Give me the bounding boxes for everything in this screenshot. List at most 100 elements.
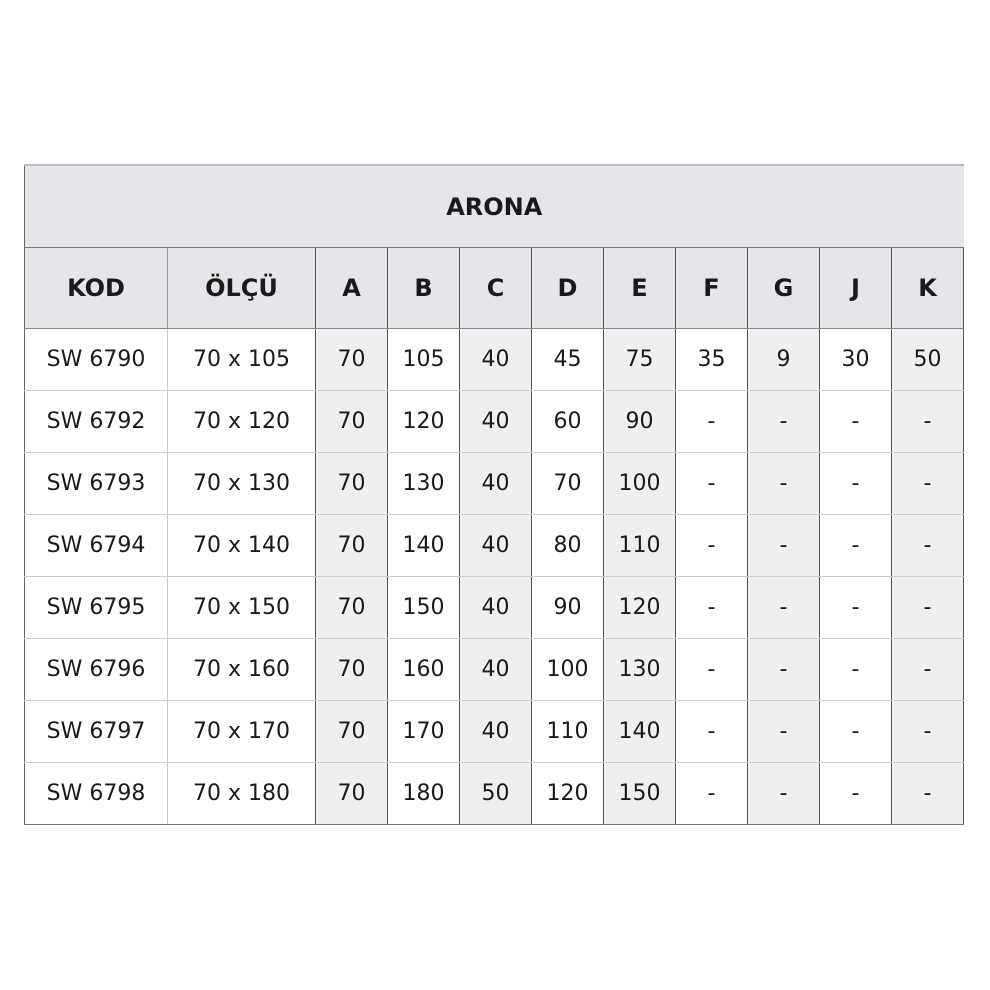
table-cell: 105 bbox=[387, 328, 460, 391]
table-cell: - bbox=[891, 452, 965, 515]
column-header: A bbox=[315, 247, 388, 329]
table-cell: 90 bbox=[531, 576, 604, 639]
table-cell: 70 bbox=[531, 452, 604, 515]
table-cell: 45 bbox=[531, 328, 604, 391]
table-cell: 130 bbox=[603, 638, 676, 701]
table-cell: 180 bbox=[387, 762, 460, 825]
table-cell: 70 bbox=[315, 700, 388, 763]
table-cell: - bbox=[747, 452, 820, 515]
table-row: SW 6794 70 x 140 70 140 40 80 110- - - - bbox=[24, 514, 965, 577]
table-cell: 50 bbox=[891, 328, 965, 391]
table-cell: 170 bbox=[387, 700, 460, 763]
table-cell: 40 bbox=[459, 576, 532, 639]
table-cell: 70 x 170 bbox=[167, 700, 316, 763]
table-cell: 30 bbox=[819, 328, 892, 391]
table-cell: 110 bbox=[603, 514, 676, 577]
column-header: KOD bbox=[24, 247, 168, 329]
table-cell: 120 bbox=[531, 762, 604, 825]
table-cell: - bbox=[819, 762, 892, 825]
table-cell: - bbox=[747, 762, 820, 825]
table-cell: SW 6798 bbox=[24, 762, 168, 825]
table-cell: 70 x 105 bbox=[167, 328, 316, 391]
table-cell: 70 bbox=[315, 638, 388, 701]
column-header: F bbox=[675, 247, 748, 329]
table-cell: 140 bbox=[387, 514, 460, 577]
table-cell: 70 x 150 bbox=[167, 576, 316, 639]
table-cell: - bbox=[675, 452, 748, 515]
column-header: K bbox=[891, 247, 965, 329]
table-cell: 40 bbox=[459, 328, 532, 391]
table-cell: - bbox=[891, 390, 965, 453]
table-cell: - bbox=[891, 514, 965, 577]
table-cell: - bbox=[819, 452, 892, 515]
table-cell: 70 bbox=[315, 328, 388, 391]
table-cell: 70 bbox=[315, 390, 388, 453]
table-cell: 150 bbox=[603, 762, 676, 825]
table-title: ARONA bbox=[24, 165, 964, 248]
table-cell: SW 6792 bbox=[24, 390, 168, 453]
table-cell: - bbox=[675, 762, 748, 825]
table-row: SW 6793 70 x 130 70 130 40 70 100- - - - bbox=[24, 452, 965, 515]
table-cell: - bbox=[747, 576, 820, 639]
table-cell: - bbox=[747, 514, 820, 577]
table-cell: - bbox=[891, 700, 965, 763]
table-cell: - bbox=[747, 700, 820, 763]
table-row: SW 6796 70 x 160 70 160 40 100 130- - - - bbox=[24, 638, 965, 701]
table-cell: SW 6796 bbox=[24, 638, 168, 701]
table-cell: - bbox=[819, 514, 892, 577]
table-cell: - bbox=[675, 514, 748, 577]
table-cell: - bbox=[891, 576, 965, 639]
table-cell: - bbox=[747, 638, 820, 701]
column-header: E bbox=[603, 247, 676, 329]
table-cell: 50 bbox=[459, 762, 532, 825]
table-cell: - bbox=[675, 700, 748, 763]
table-cell: 40 bbox=[459, 514, 532, 577]
table-cell: 70 bbox=[315, 452, 388, 515]
column-header: B bbox=[387, 247, 460, 329]
table-cell: 150 bbox=[387, 576, 460, 639]
table-cell: 100 bbox=[603, 452, 676, 515]
table-cell: SW 6790 bbox=[24, 328, 168, 391]
table-cell: SW 6794 bbox=[24, 514, 168, 577]
table-row: SW 6790 70 x 105 70 105 40 45 75 35 9 30 50 bbox=[24, 328, 965, 391]
table-cell: 60 bbox=[531, 390, 604, 453]
table-cell: 70 x 140 bbox=[167, 514, 316, 577]
arona-dimensions-table: ARONA KOD ÖLÇÜ A B C D E F G J K SW 6790 70 x 105 70… bbox=[24, 164, 965, 825]
table-cell: 110 bbox=[531, 700, 604, 763]
column-header: G bbox=[747, 247, 820, 329]
table-cell: - bbox=[819, 638, 892, 701]
table-cell: 70 x 120 bbox=[167, 390, 316, 453]
table-cell: 70 x 180 bbox=[167, 762, 316, 825]
table-cell: 35 bbox=[675, 328, 748, 391]
table-row: SW 6795 70 x 150 70 150 40 90 120- - - - bbox=[24, 576, 965, 639]
column-header: D bbox=[531, 247, 604, 329]
table-cell: 70 bbox=[315, 576, 388, 639]
table-cell: 100 bbox=[531, 638, 604, 701]
table-cell: 40 bbox=[459, 700, 532, 763]
table-cell: 40 bbox=[459, 390, 532, 453]
table-cell: - bbox=[675, 638, 748, 701]
table-cell: 130 bbox=[387, 452, 460, 515]
column-header: ÖLÇÜ bbox=[167, 247, 316, 329]
table-cell: 80 bbox=[531, 514, 604, 577]
table-cell: 75 bbox=[603, 328, 676, 391]
column-header: C bbox=[459, 247, 532, 329]
table-cell: SW 6793 bbox=[24, 452, 168, 515]
table-cell: 120 bbox=[603, 576, 676, 639]
table-cell: - bbox=[747, 390, 820, 453]
table-row: SW 6797 70 x 170 70 170 40 110 140- - - - bbox=[24, 700, 965, 763]
table-cell: - bbox=[819, 390, 892, 453]
table-cell: 140 bbox=[603, 700, 676, 763]
table-cell: 70 bbox=[315, 514, 388, 577]
table-cell: 40 bbox=[459, 452, 532, 515]
table-row: SW 6798 70 x 180 70 180 50 120 150- - - - bbox=[24, 762, 965, 825]
table-cell: 120 bbox=[387, 390, 460, 453]
table-cell: 90 bbox=[603, 390, 676, 453]
header-row: KOD ÖLÇÜ A B C D E F G J K bbox=[24, 247, 965, 329]
table-cell: 70 x 160 bbox=[167, 638, 316, 701]
table-cell: - bbox=[819, 700, 892, 763]
table-cell: 70 bbox=[315, 762, 388, 825]
table-cell: - bbox=[675, 576, 748, 639]
table-cell: - bbox=[675, 390, 748, 453]
table-cell: 70 x 130 bbox=[167, 452, 316, 515]
